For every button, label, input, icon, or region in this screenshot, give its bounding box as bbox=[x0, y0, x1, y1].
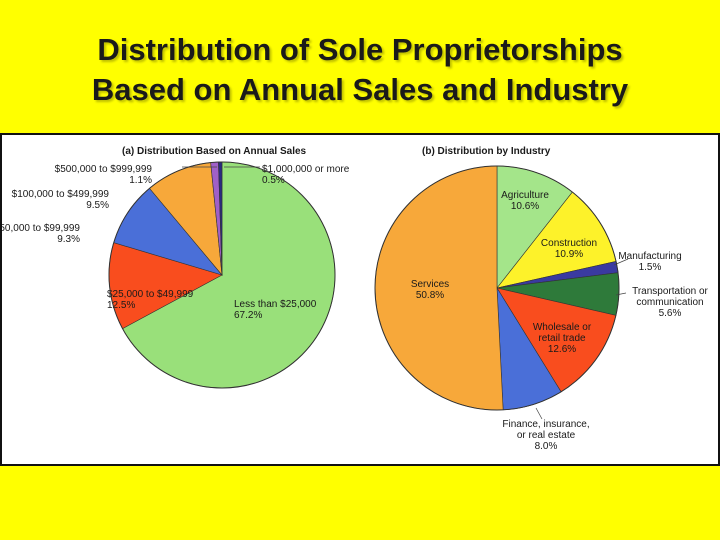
slice-label: Manufacturing 1.5% bbox=[618, 251, 681, 273]
pie-chart-industry: (b) Distribution by Industry Agriculture 1… bbox=[374, 146, 709, 452]
chart-title: (b) Distribution by Industry bbox=[422, 146, 551, 157]
slide-title-line-1: Distribution of Sole Proprietorships bbox=[97, 32, 623, 67]
slide-title: Distribution of Sole Proprietorships Bas… bbox=[0, 30, 720, 110]
pie-outline bbox=[374, 165, 620, 411]
slice-label: Finance, insurance, or real estate 8.0% bbox=[502, 419, 589, 452]
slice-label: Wholesale or retail trade 12.6% bbox=[533, 322, 592, 355]
slice-label: $500,000 to $999,999 1.1% bbox=[55, 164, 153, 186]
slice-label: Less than $25,000 67.2% bbox=[234, 299, 317, 321]
figure-panel: (a) Distribution Based on Annual Sales Le… bbox=[0, 133, 720, 466]
slice-label: $1,000,000 or more 0.5% bbox=[262, 164, 350, 186]
slice-leader-line bbox=[615, 292, 627, 296]
pie-outline bbox=[108, 161, 336, 389]
slice-label: Construction 10.9% bbox=[541, 238, 597, 260]
slice-label: Transportation or communication 5.6% bbox=[632, 286, 708, 319]
slide-title-line-2: Based on Annual Sales and Industry bbox=[91, 72, 629, 107]
chart-title: (a) Distribution Based on Annual Sales bbox=[122, 146, 307, 157]
slice-label: $100,000 to $499,999 9.5% bbox=[12, 189, 110, 211]
pie-chart-annual-sales: (a) Distribution Based on Annual Sales Le… bbox=[2, 146, 350, 389]
slice-leader-line bbox=[535, 407, 543, 420]
pie-charts: (a) Distribution Based on Annual Sales Le… bbox=[2, 146, 709, 452]
slice-label: Services 50.8% bbox=[411, 279, 449, 301]
slice-label: $50,000 to $99,999 9.3% bbox=[2, 223, 80, 245]
slice-label: $25,000 to $49,999 12.5% bbox=[107, 289, 194, 311]
slice-label: Agriculture 10.6% bbox=[501, 190, 549, 212]
